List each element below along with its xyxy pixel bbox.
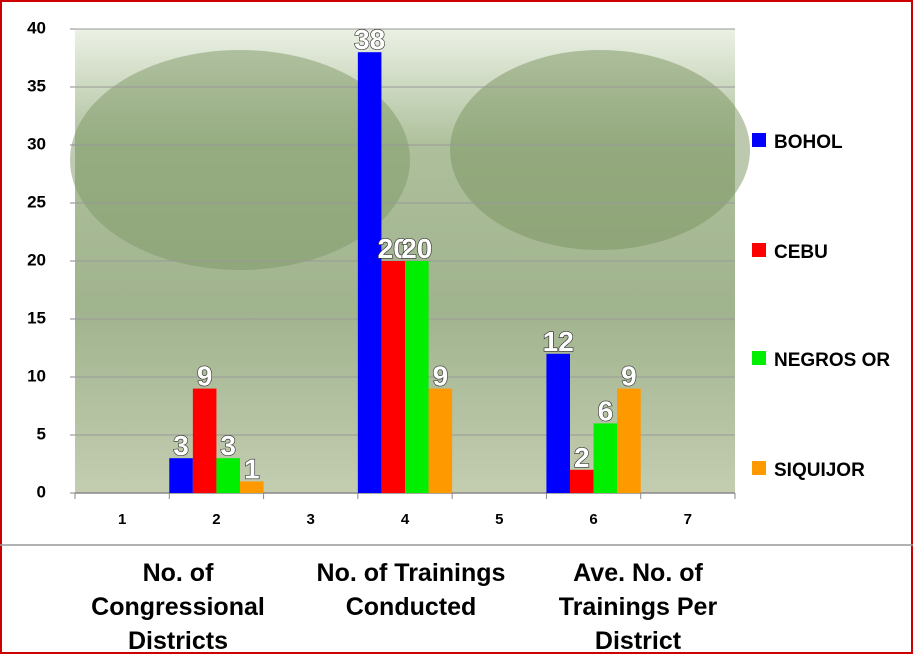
bar [240,481,264,493]
bar [216,458,240,493]
bar [617,388,641,493]
legend-label: CEBU [774,242,828,263]
group-label: No. of Trainings Conducted [316,559,506,621]
data-label: 2 [574,442,590,473]
bar [570,469,594,493]
legend-swatch [752,351,766,365]
x-tick-label: 2 [212,511,220,528]
photo-trees [70,50,410,270]
bar [405,261,429,493]
x-tick-label: 3 [307,511,315,528]
legend-label: NEGROS OR [774,350,891,371]
data-label: 3 [220,430,236,461]
y-tick-label: 10 [27,366,46,385]
group-label: No. of Congressional Districts [91,559,265,654]
bar [428,388,453,493]
data-label: 6 [598,395,614,426]
legend-item: NEGROS OR [752,346,902,375]
legend-item: BOHOL [752,128,902,157]
y-tick-label: 25 [27,192,46,211]
y-tick-label: 0 [37,482,46,501]
y-tick-label: 15 [27,308,46,327]
bar [593,423,618,493]
data-label: 38 [354,24,385,55]
x-tick-label: 1 [118,511,126,528]
legend-swatch [752,243,766,257]
bar [357,52,382,493]
x-tick-label: 6 [589,511,597,528]
data-label: 12 [543,326,574,357]
legend-label: BOHOL [774,132,843,153]
legend-label: SIQUIJOR [774,460,865,481]
y-tick-label: 30 [27,134,46,153]
x-tick-label: 4 [401,511,410,528]
x-tick-label: 5 [495,511,503,528]
data-label: 20 [378,233,409,264]
group-label: Ave. No. of Trainings Per District [558,559,718,654]
legend-swatch [752,461,766,475]
legend-item: SIQUIJOR [752,456,902,485]
legend-item: CEBU [752,238,902,267]
y-tick-label: 20 [27,250,46,269]
bar [546,353,570,493]
data-label: 1 [244,453,260,484]
photo-trees [450,50,750,250]
data-label: 9 [621,361,637,392]
data-label: 20 [401,233,432,264]
x-tick-label: 7 [684,511,692,528]
data-label: 3 [173,430,189,461]
bar [169,458,193,493]
bar [192,388,217,493]
data-label: 9 [197,361,213,392]
data-label: 9 [433,361,449,392]
y-tick-label: 5 [37,424,46,443]
legend-swatch [752,133,766,147]
bar [381,261,405,493]
y-tick-label: 40 [27,18,46,37]
y-tick-label: 35 [27,76,46,95]
